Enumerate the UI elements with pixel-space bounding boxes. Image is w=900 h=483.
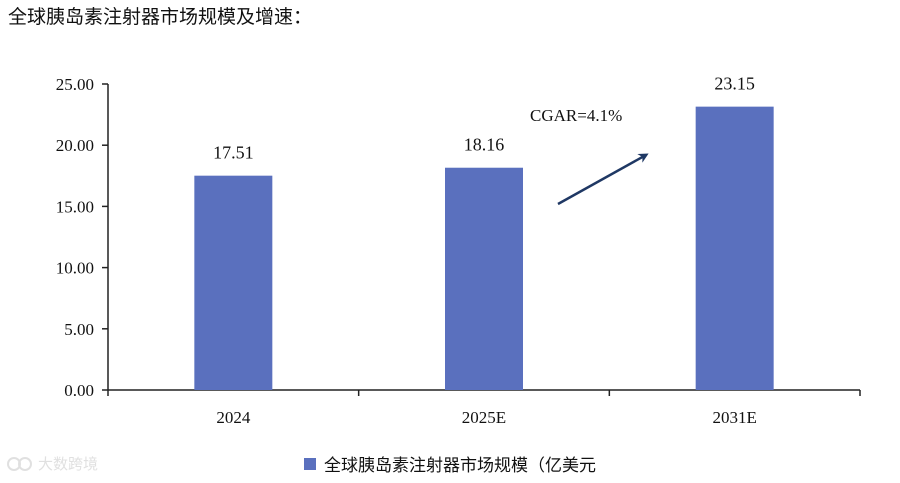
y-tick-label: 15.00 (56, 197, 94, 216)
data-label: 17.51 (213, 143, 254, 163)
data-labels: 17.51 18.16 23.15 (213, 74, 755, 163)
cagr-annotation: CGAR=4.1% (530, 106, 622, 125)
x-tick-label: 2031E (712, 408, 756, 427)
bar (194, 175, 273, 390)
y-tick-label: 5.00 (64, 320, 94, 339)
legend: 全球胰岛素注射器市场规模（亿美元 (304, 451, 596, 476)
y-axis: 0.00 5.00 10.00 15.00 20.00 25.00 (56, 75, 109, 400)
growth-arrow-icon (557, 153, 649, 206)
watermark-text: 大数跨境 (38, 455, 99, 473)
data-label: 18.16 (464, 135, 505, 155)
page-title: 全球胰岛素注射器市场规模及增速： (8, 6, 313, 28)
x-tick-label: 2024 (216, 408, 251, 427)
y-tick-label: 10.00 (56, 259, 94, 278)
legend-swatch (304, 457, 316, 470)
brand-logo-icon (7, 456, 32, 471)
legend-label: 全球胰岛素注射器市场规模（亿美元 (324, 456, 596, 476)
y-tick-label: 20.00 (56, 136, 94, 155)
x-axis: 2024 2025E 2031E (107, 389, 861, 427)
data-label: 23.15 (714, 74, 755, 94)
bar (695, 106, 774, 391)
watermark: 大数跨境 (6, 453, 98, 474)
y-tick-label: 0.00 (64, 381, 94, 400)
bars (194, 106, 774, 391)
y-tick-label: 25.00 (56, 75, 94, 94)
x-tick-label: 2025E (462, 408, 506, 427)
bar (445, 167, 523, 390)
